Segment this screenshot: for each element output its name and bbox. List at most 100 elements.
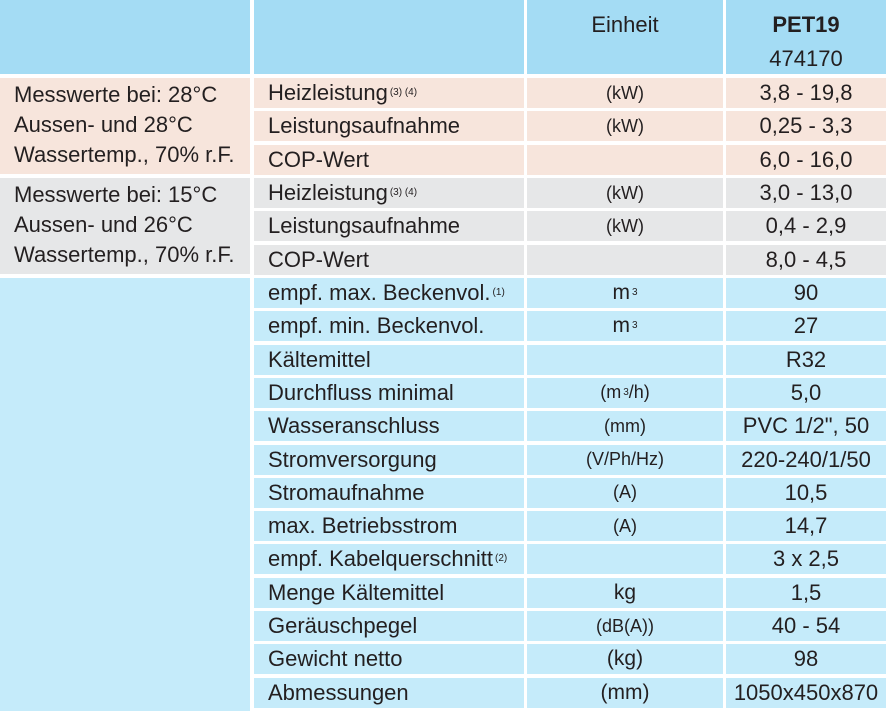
header-unit-label: Einheit <box>527 0 723 74</box>
param-label: max. Betriebsstrom <box>268 513 458 539</box>
unit-label: (A) <box>613 515 637 536</box>
group2-value-cell: 3,0 - 13,0 <box>726 178 886 208</box>
group2-conditions: Messwerte bei: 15°C Aussen- und 26°C Wasse… <box>0 178 250 274</box>
param-label: Menge Kältemittel <box>268 579 445 605</box>
group2-param-cell: Heizleistung (3) (4) <box>254 178 524 208</box>
unit-label: m <box>612 314 630 338</box>
unit-label: (mm) <box>604 415 646 436</box>
value-label: 3,0 - 13,0 <box>759 180 853 205</box>
group1-param-cell: Leistungsaufnahme <box>254 111 524 142</box>
param-label: Abmessungen <box>268 679 409 705</box>
spec-value-cell: 10,5 <box>726 477 886 508</box>
value-label: R32 <box>785 346 827 372</box>
spec-param-cell: Stromversorgung <box>254 444 524 475</box>
param-label: empf. min. Beckenvol. <box>268 313 485 339</box>
spec-unit-cell: (mm) <box>527 677 723 708</box>
spec-unit-cell: (A) <box>527 511 723 542</box>
group2-condition-line: Wassertemp., 70% r.F. <box>14 242 235 267</box>
param-label: Stromversorgung <box>268 446 437 472</box>
value-label: 0,25 - 3,3 <box>759 113 853 139</box>
unit-label: (A) <box>613 482 637 503</box>
param-label: COP-Wert <box>268 146 370 172</box>
spec-param-cell: empf. min. Beckenvol. <box>254 311 524 342</box>
value-label: 0,4 - 2,9 <box>765 213 847 239</box>
header-model: PET19 474170 <box>726 0 886 74</box>
group1-unit-cell <box>527 144 723 175</box>
spec-value-cell: 40 - 54 <box>726 611 886 641</box>
value-label: 220-240/1/50 <box>741 446 871 472</box>
spec-unit-cell: (kg) <box>527 644 723 675</box>
group1-unit-cell: (kW) <box>527 111 723 142</box>
group1-condition-line: Wassertemp., 70% r.F. <box>14 142 235 167</box>
unit-label: (kW) <box>606 182 644 203</box>
group2-value-cell: 8,0 - 4,5 <box>726 244 886 275</box>
unit-label: m <box>612 281 630 304</box>
header-param-cell <box>254 0 524 74</box>
value-label: 98 <box>793 646 819 672</box>
group1-param-cell: Heizleistung (3) (4) <box>254 78 524 108</box>
param-label: Stromaufnahme <box>268 479 425 505</box>
specs-side-cell <box>0 278 250 711</box>
param-label: Heizleistung <box>268 80 388 105</box>
spec-param-cell: Menge Kältemittel <box>254 577 524 608</box>
group2-condition-line: Aussen- und 26°C <box>14 212 193 237</box>
spec-value-cell: 5,0 <box>726 377 886 408</box>
unit-label: (m <box>600 382 622 403</box>
param-label: Gewicht netto <box>268 646 403 672</box>
spec-unit-cell: (dB(A)) <box>527 611 723 641</box>
spec-value-cell: 27 <box>726 311 886 342</box>
param-label: Leistungsaufnahme <box>268 113 461 139</box>
group1-value-cell: 0,25 - 3,3 <box>726 111 886 142</box>
unit-label: kg <box>613 580 637 604</box>
spec-value-cell: R32 <box>726 344 886 375</box>
spec-param-cell: empf. Kabelquerschnitt (2) <box>254 544 524 575</box>
spec-unit-cell: (V/Ph/Hz) <box>527 444 723 475</box>
spec-value-cell: 3 x 2,5 <box>726 544 886 575</box>
param-label: Geräuschpegel <box>268 613 418 638</box>
spec-unit-cell <box>527 544 723 575</box>
spec-param-cell: Durchfluss minimal <box>254 377 524 408</box>
spec-param-cell: Stromaufnahme <box>254 477 524 508</box>
model-name: PET19 <box>772 12 840 37</box>
group2-param-cell: Leistungsaufnahme <box>254 211 524 242</box>
spec-value-cell: PVC 1/2", 50 <box>726 411 886 442</box>
group1-conditions: Messwerte bei: 28°C Aussen- und 28°C Wasse… <box>0 78 250 174</box>
spec-value-cell: 220-240/1/50 <box>726 444 886 475</box>
param-label: Heizleistung <box>268 180 388 205</box>
value-label: PVC 1/2", 50 <box>742 413 870 439</box>
value-label: 8,0 - 4,5 <box>765 246 847 272</box>
group1-param-cell: COP-Wert <box>254 144 524 175</box>
param-label: Wasseranschluss <box>268 413 440 439</box>
spec-param-cell: empf. max. Beckenvol. (1) <box>254 278 524 308</box>
value-label: 1,5 <box>790 579 822 605</box>
spec-unit-cell: (m 3/h) <box>527 377 723 408</box>
spec-value-cell: 1050x450x870 <box>726 677 886 708</box>
param-label: COP-Wert <box>268 246 370 272</box>
unit-label: (kW) <box>606 215 644 236</box>
model-number: 474170 <box>769 46 843 71</box>
value-label: 6,0 - 16,0 <box>759 146 853 172</box>
group1-value-cell: 6,0 - 16,0 <box>726 144 886 175</box>
spec-param-cell: Gewicht netto <box>254 644 524 675</box>
unit-label: (kW) <box>606 115 644 136</box>
param-label: Durchfluss minimal <box>268 379 454 405</box>
spec-param-cell: Geräuschpegel <box>254 611 524 641</box>
value-label: 1050x450x870 <box>733 679 879 705</box>
value-label: 27 <box>793 313 819 339</box>
spec-unit-cell <box>527 344 723 375</box>
group1-condition-line: Messwerte bei: 28°C <box>14 82 218 107</box>
spec-value-cell: 98 <box>726 644 886 675</box>
unit-label: (dB(A)) <box>596 615 654 636</box>
spec-unit-cell: (mm) <box>527 411 723 442</box>
param-label: Kältemittel <box>268 346 371 372</box>
value-label: 3,8 - 19,8 <box>759 80 853 105</box>
unit-label: (kg) <box>606 647 644 671</box>
spec-param-cell: max. Betriebsstrom <box>254 511 524 542</box>
unit-label: (V/Ph/Hz) <box>585 449 664 469</box>
spec-value-cell: 14,7 <box>726 511 886 542</box>
group2-param-cell: COP-Wert <box>254 244 524 275</box>
unit-suffix: /h) <box>628 382 650 403</box>
group2-value-cell: 0,4 - 2,9 <box>726 211 886 242</box>
